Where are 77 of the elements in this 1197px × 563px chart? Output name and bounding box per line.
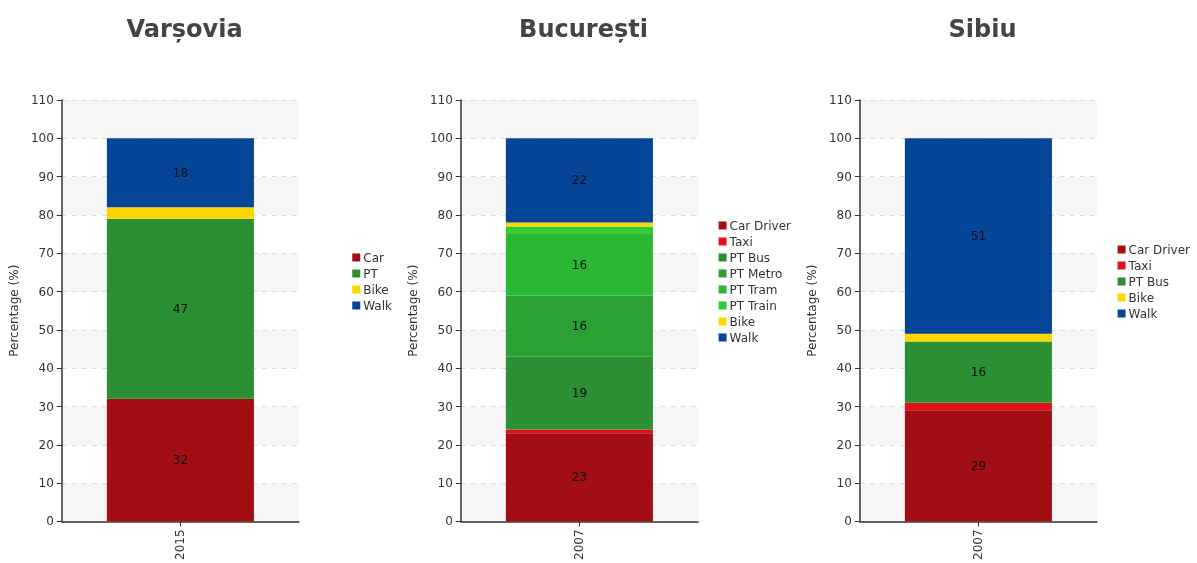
legend-label: PT Bus [1128, 274, 1170, 289]
legend-label: Bike [729, 314, 756, 329]
legend-label: Bike [1128, 290, 1155, 305]
bar [106, 207, 254, 219]
y-tick-label: 0 [46, 514, 54, 529]
y-axis-title: Percentage (%) [406, 264, 420, 357]
legend-label: PT Bus [729, 250, 771, 265]
y-tick-label: 90 [38, 169, 54, 184]
chart-title: București [519, 15, 648, 43]
y-tick-label: 80 [836, 207, 852, 222]
data-label: 16 [970, 365, 987, 380]
legend-label: Car Driver [729, 218, 792, 233]
y-tick-label: 100 [30, 131, 54, 146]
y-tick-label: 20 [38, 437, 54, 452]
y-tick-label: 30 [437, 399, 453, 414]
y-tick-label: 40 [437, 361, 453, 376]
y-axis-title: Percentage (%) [7, 264, 21, 357]
bar [904, 402, 1052, 411]
legend-label: PT Train [729, 298, 777, 313]
chart-title: Sibiu [948, 15, 1017, 43]
y-tick-label: 70 [437, 246, 453, 261]
y-tick-label: 50 [836, 322, 852, 337]
bar [904, 333, 1052, 342]
legend-label: PT Metro [729, 266, 783, 281]
x-tick-label: 2007 [971, 529, 986, 561]
data-label: 29 [970, 458, 987, 473]
data-label: 22 [571, 173, 588, 188]
legend-label: Walk [729, 330, 759, 345]
y-tick-label: 70 [836, 246, 852, 261]
y-tick-label: 30 [836, 399, 852, 414]
y-tick-label: 50 [38, 322, 54, 337]
y-tick-label: 90 [836, 169, 852, 184]
legend-label: Car Driver [1128, 242, 1191, 257]
legend-label: Taxi [1127, 258, 1152, 273]
y-tick-label: 10 [38, 476, 54, 491]
data-label: 19 [571, 386, 588, 401]
y-tick-label: 20 [836, 437, 852, 452]
data-label: 51 [970, 229, 987, 244]
x-tick-label: 2007 [572, 529, 587, 561]
legend-label: PT Tram [729, 282, 778, 297]
data-label: 32 [172, 453, 189, 468]
y-tick-label: 100 [828, 131, 852, 146]
y-tick-label: 110 [30, 93, 54, 107]
x-tick-label: 2015 [173, 529, 188, 561]
y-tick-label: 90 [437, 169, 453, 184]
y-tick-label: 10 [836, 476, 852, 491]
legend-label: PT [363, 266, 379, 281]
legend-label: Walk [363, 298, 393, 313]
legend-label: Bike [363, 282, 389, 297]
data-label: 23 [571, 470, 588, 485]
y-tick-label: 0 [445, 514, 453, 529]
chart-title: Varșovia [126, 15, 243, 43]
data-label: 18 [172, 165, 189, 180]
y-tick-label: 40 [836, 361, 852, 376]
y-tick-label: 40 [38, 361, 54, 376]
y-tick-label: 100 [429, 131, 453, 146]
bar [505, 226, 653, 235]
y-tick-label: 80 [437, 207, 453, 222]
y-tick-label: 60 [836, 284, 852, 299]
y-tick-label: 70 [38, 246, 54, 261]
y-axis-title: Percentage (%) [805, 264, 819, 357]
y-tick-label: 0 [844, 514, 852, 529]
y-tick-label: 20 [437, 437, 453, 452]
legend-label: Walk [1128, 306, 1158, 321]
legend-label: Taxi [728, 234, 753, 249]
y-tick-label: 110 [429, 93, 453, 107]
y-tick-label: 80 [38, 207, 54, 222]
y-tick-label: 10 [437, 476, 453, 491]
y-tick-label: 60 [38, 284, 54, 299]
y-tick-label: 110 [828, 93, 852, 107]
data-label: 16 [571, 257, 588, 272]
data-label: 16 [571, 319, 588, 334]
y-tick-label: 30 [38, 399, 54, 414]
legend-label: Car [363, 250, 384, 265]
y-tick-label: 60 [437, 284, 453, 299]
y-tick-label: 50 [437, 322, 453, 337]
data-label: 47 [172, 301, 189, 316]
